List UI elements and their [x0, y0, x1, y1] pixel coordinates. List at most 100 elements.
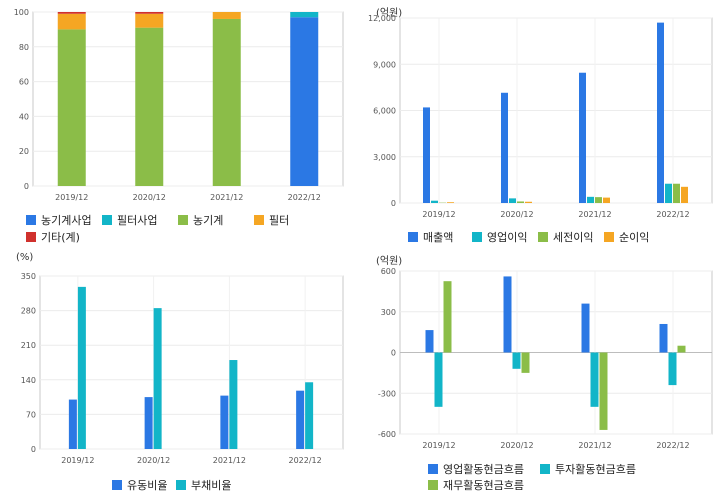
y-tick-label: 60	[19, 78, 29, 87]
y-tick-label: 100	[14, 8, 29, 17]
legend-item[interactable]: 영업활동현금흐름	[428, 461, 524, 477]
legend-item[interactable]: 재무활동현금흐름	[428, 477, 524, 493]
legend-item[interactable]: 세전이익	[538, 229, 593, 245]
bar	[423, 107, 430, 203]
legend-label: 필터	[269, 214, 290, 227]
bar	[525, 201, 532, 203]
bar	[599, 352, 608, 430]
y-tick-label: -300	[378, 389, 396, 398]
legend-item[interactable]: 기타(계)	[26, 229, 80, 245]
unit-label: (%)	[16, 252, 34, 263]
legend-swatch	[408, 232, 418, 242]
legend-item[interactable]: 순이익	[604, 229, 649, 245]
bar	[290, 12, 319, 18]
legend-swatch	[254, 215, 264, 225]
y-tick-label: 12,000	[368, 14, 396, 23]
legend-item[interactable]: 농기계	[178, 212, 223, 228]
bar	[521, 352, 530, 373]
x-tick-label: 2019/12	[61, 456, 94, 465]
legend-swatch	[472, 232, 482, 242]
y-tick-label: 70	[26, 410, 36, 419]
legend-swatch	[428, 464, 438, 474]
bar	[595, 197, 602, 203]
bar	[305, 382, 314, 449]
legend-item[interactable]: 필터사업	[102, 212, 157, 228]
bar	[153, 308, 162, 449]
bar	[603, 197, 610, 203]
bar	[212, 12, 241, 19]
bar	[447, 202, 454, 203]
bar	[503, 276, 512, 353]
y-tick-label: 350	[21, 272, 36, 281]
y-tick-label: 280	[21, 307, 36, 316]
bar	[509, 198, 516, 203]
bar	[144, 397, 153, 449]
bar	[517, 201, 524, 203]
y-tick-label: 40	[19, 112, 29, 121]
bar	[668, 352, 677, 386]
unit-label: (억원)	[376, 256, 403, 267]
legend-label: 유동비율	[127, 479, 168, 492]
legend-swatch	[540, 464, 550, 474]
y-tick-label: 80	[19, 43, 29, 52]
legend-swatch	[176, 480, 186, 490]
x-tick-label: 2022/12	[288, 193, 321, 202]
composition-chart-panel: 0 20 40 60 80 100 2019/12 2020/12 2021/12 2022/12…	[0, 0, 360, 248]
bar	[229, 360, 238, 449]
bar	[665, 183, 672, 203]
unit-label: (억원)	[376, 8, 403, 19]
legend-label: 기타(계)	[41, 231, 80, 244]
cashflow-chart-panel: (억원) -600 -300 0 300 600 2019/12 2020/12 2021/1…	[360, 248, 720, 496]
legend-item[interactable]: 영업이익	[472, 229, 527, 245]
bar	[135, 13, 164, 28]
composition-chart: 0 20 40 60 80 100 2019/12 2020/12 2021/12 2022/12	[14, 8, 344, 202]
y-tick-label: 0	[391, 199, 396, 208]
bar	[581, 303, 590, 353]
bar	[296, 390, 305, 449]
profit-chart: 0 3,000 6,000 9,000 12,000 2019/12 2020/12 2021…	[368, 14, 713, 219]
y-tick-label: 300	[381, 308, 396, 317]
bar	[68, 399, 77, 449]
legend-swatch	[604, 232, 614, 242]
x-tick-label: 2020/12	[500, 441, 533, 450]
bar	[57, 12, 86, 14]
legend-item[interactable]: 필터	[254, 212, 289, 228]
y-tick-label: 20	[19, 147, 29, 156]
bar	[673, 183, 680, 203]
legend-item[interactable]: 매출액	[408, 229, 453, 245]
legend-label: 농기계사업	[41, 214, 92, 227]
bar	[431, 200, 438, 203]
bar	[587, 196, 594, 203]
x-tick-label: 2021/12	[578, 210, 611, 219]
x-tick-label: 2022/12	[289, 456, 322, 465]
legend-item[interactable]: 투자활동현금흐름	[540, 461, 636, 477]
legend-item[interactable]: 부채비율	[176, 477, 231, 493]
bar	[57, 13, 86, 30]
x-tick-label: 2020/12	[500, 210, 533, 219]
x-tick-label: 2019/12	[55, 193, 88, 202]
legend-label: 영업이익	[487, 231, 528, 244]
bar	[77, 286, 86, 449]
legend-label: 부채비율	[191, 479, 232, 492]
ratio-chart: 0 70 140 210 280 350 2019/12 2020/12 2021/12 2022…	[21, 272, 344, 465]
legend-label: 투자활동현금흐름	[555, 463, 636, 476]
legend-swatch	[428, 480, 438, 490]
bar	[290, 17, 319, 186]
x-tick-label: 2020/12	[133, 193, 166, 202]
y-tick-label: 0	[24, 182, 29, 191]
bar	[443, 281, 452, 353]
legend-item[interactable]: 유동비율	[112, 477, 167, 493]
bar	[657, 22, 664, 203]
legend-label: 필터사업	[117, 214, 158, 227]
bar	[212, 18, 241, 187]
profit-chart-panel: (억원) 0 3,000 6,000 9,000 12,000 2019/12 2020/1…	[360, 0, 720, 248]
legend-label: 영업활동현금흐름	[443, 463, 524, 476]
bar	[659, 323, 668, 353]
y-tick-label: 6,000	[373, 107, 396, 116]
bar	[512, 352, 521, 369]
bar	[681, 186, 688, 203]
legend-swatch	[102, 215, 112, 225]
legend-label: 매출액	[423, 231, 454, 244]
legend-item[interactable]: 농기계사업	[26, 212, 92, 228]
bar	[57, 29, 86, 187]
